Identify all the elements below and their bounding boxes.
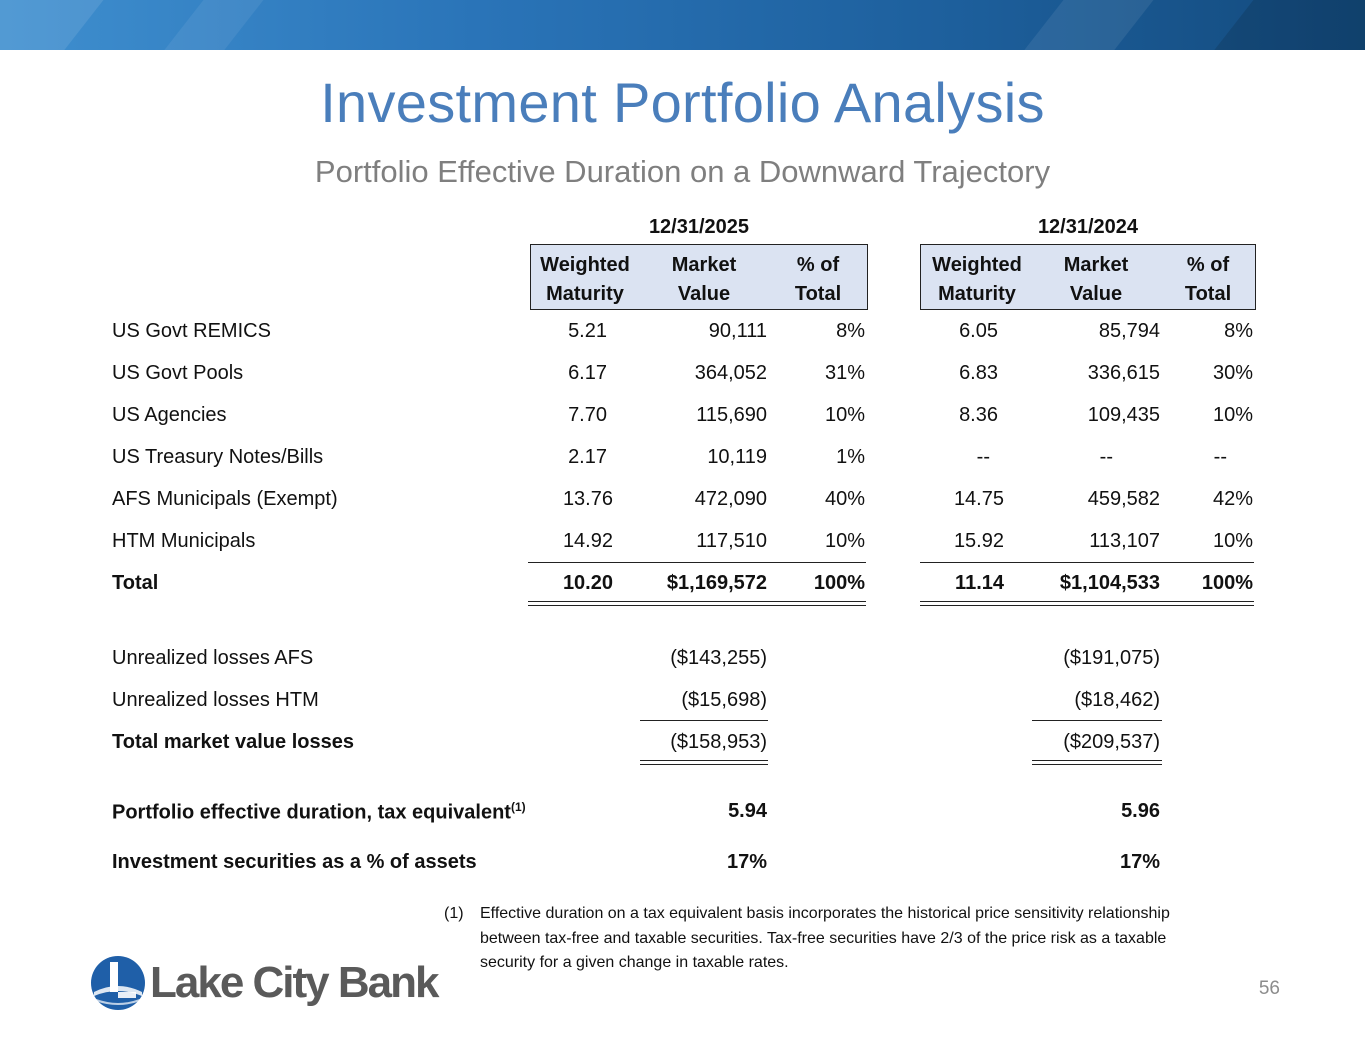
table-row: US Govt REMICS 5.21 90,111 8% 6.05 85,79… [112, 320, 1253, 342]
total-top-rule [920, 562, 1254, 563]
table-row: US Govt Pools 6.17 364,052 31% 6.83 336,… [112, 362, 1253, 384]
table-row: AFS Municipals (Exempt) 13.76 472,090 40… [112, 488, 1253, 510]
table-row: HTM Municipals 14.92 117,510 10% 15.92 1… [112, 530, 1253, 552]
loss-total-row: Total market value losses ($158,953) ($2… [112, 731, 1160, 753]
col-header-market-value: Market Value [1063, 254, 1129, 305]
logo-wordmark: Lake City Bank [150, 958, 439, 1007]
col-header-pct-total: % of Total [794, 254, 842, 305]
total-top-rule [528, 562, 866, 563]
column-header-box-2024: Weighted Maturity Market Value % of Total [920, 244, 1256, 310]
lake-city-bank-logo: Lake City Bank [88, 952, 439, 1014]
footnote-text: Effective duration on a tax equivalent b… [480, 905, 1170, 971]
column-header-box-2025: Weighted Maturity Market Value % of Total [530, 244, 868, 310]
total-row: Total 10.20 $1,169,572 100% 11.14 $1,104… [112, 572, 1253, 594]
period-header-2025: 12/31/2025 [648, 216, 750, 238]
footnote-marker: (1) [444, 905, 464, 922]
col-header-pct-total: % of Total [1184, 254, 1232, 305]
losses-subtotal-rule [640, 720, 768, 721]
table-row: US Agencies 7.70 115,690 10% 8.36 109,43… [112, 404, 1253, 426]
losses-double-rule [640, 760, 768, 765]
col-header-weighted-maturity: Weighted Maturity [932, 254, 1022, 305]
total-double-rule [528, 601, 866, 606]
page-subtitle: Portfolio Effective Duration on a Downwa… [314, 154, 1051, 189]
page-number: 56 [1258, 978, 1280, 999]
losses-double-rule [1032, 760, 1162, 765]
losses-subtotal-rule [1032, 720, 1162, 721]
metric-row-securities-pct: Investment securities as a % of assets 1… [112, 851, 1160, 873]
metric-row-duration: Portfolio effective duration, tax equiva… [112, 800, 1160, 824]
loss-row: Unrealized losses AFS ($143,255) ($191,0… [112, 647, 1160, 669]
page-title: Investment Portfolio Analysis [320, 71, 1045, 134]
col-header-weighted-maturity: Weighted Maturity [540, 254, 630, 305]
table-row: US Treasury Notes/Bills 2.17 10,119 1% -… [112, 446, 1227, 468]
top-banner [0, 0, 1365, 50]
bank-logo-icon [91, 956, 145, 1010]
period-header-2024: 12/31/2024 [1037, 216, 1139, 238]
total-double-rule [920, 601, 1254, 606]
loss-row: Unrealized losses HTM ($15,698) ($18,462… [112, 689, 1160, 711]
col-header-market-value: Market Value [671, 254, 737, 305]
